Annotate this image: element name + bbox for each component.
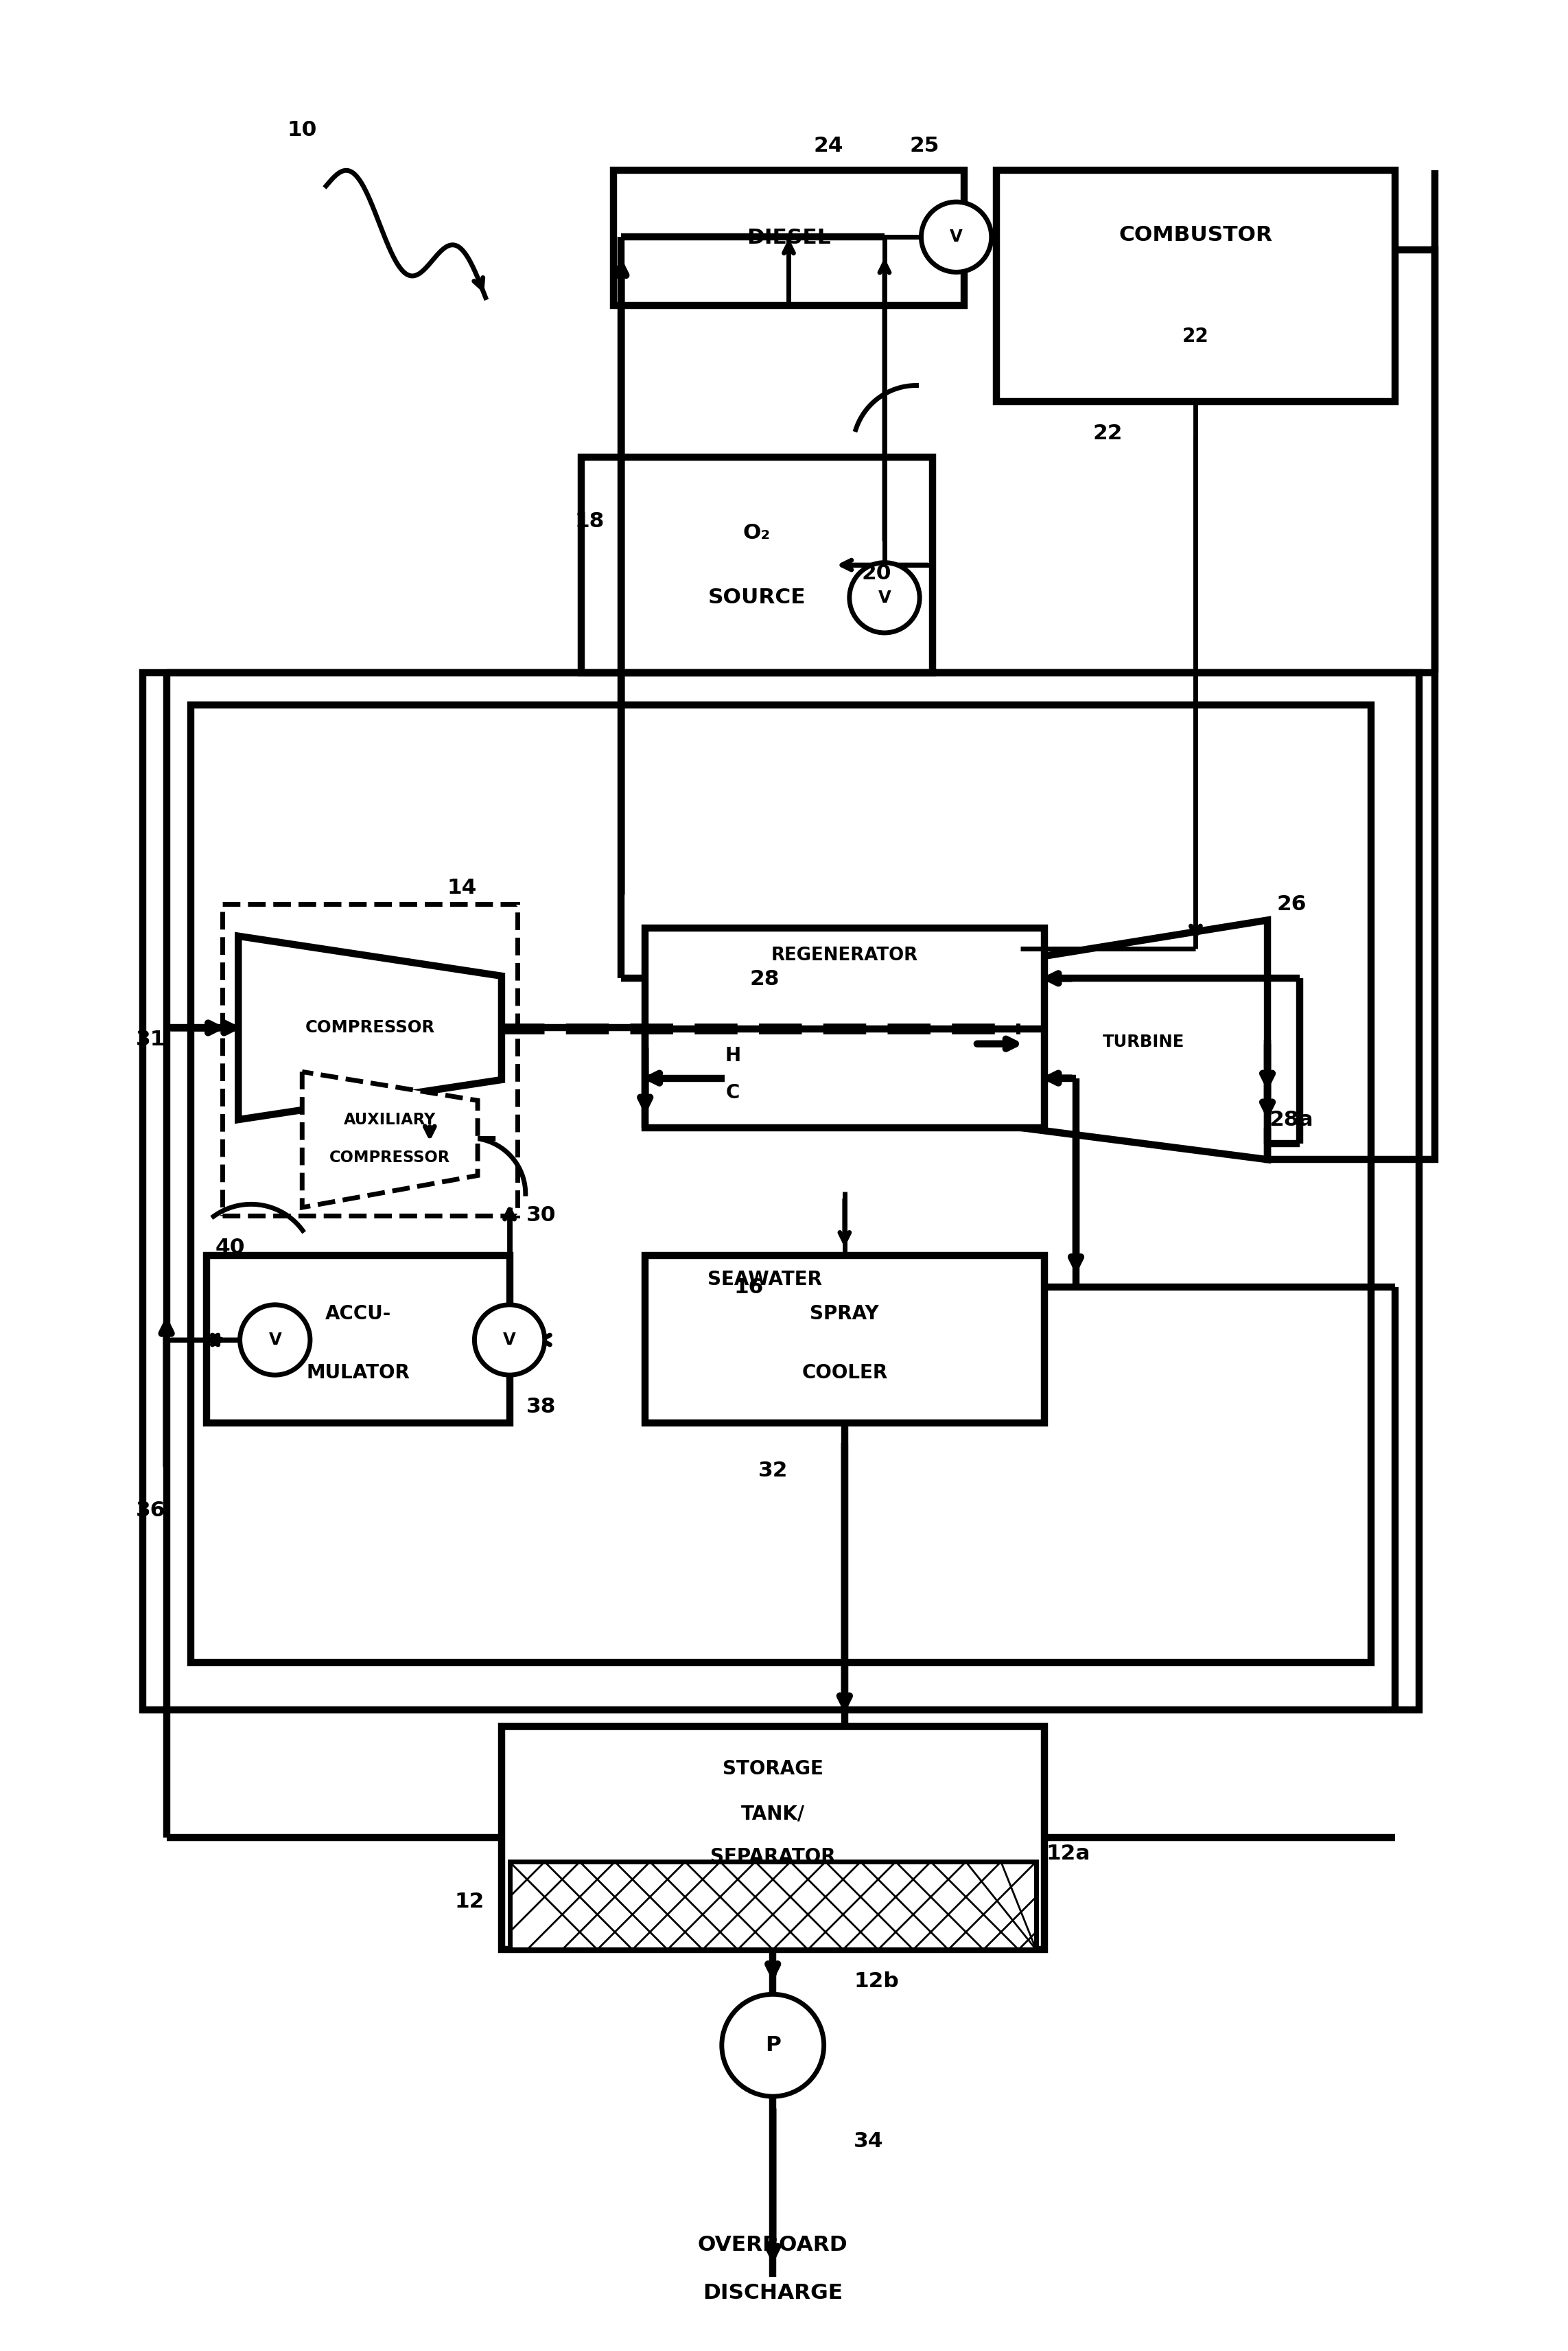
Text: V: V: [268, 1331, 281, 1347]
Text: 22: 22: [1093, 423, 1123, 444]
Text: 12: 12: [455, 1893, 485, 1911]
Bar: [502, 1726, 1044, 1949]
Text: 26: 26: [1276, 893, 1306, 915]
Text: V: V: [950, 228, 963, 245]
Text: 12a: 12a: [1046, 1843, 1090, 1864]
Bar: [510, 1862, 1036, 1949]
Text: 16: 16: [734, 1277, 764, 1298]
Text: COMPRESSOR: COMPRESSOR: [329, 1150, 450, 1166]
Text: DISCHARGE: DISCHARGE: [702, 2283, 844, 2302]
Text: STORAGE: STORAGE: [723, 1759, 823, 1780]
Text: 14: 14: [447, 879, 477, 898]
Text: 32: 32: [757, 1460, 787, 1481]
Text: 34: 34: [853, 2130, 883, 2151]
Text: 28: 28: [750, 969, 779, 990]
Text: TANK/: TANK/: [742, 1803, 804, 1824]
Text: COOLER: COOLER: [801, 1364, 887, 1382]
Circle shape: [922, 202, 991, 273]
Text: 22: 22: [1182, 327, 1209, 346]
Text: SEAWATER: SEAWATER: [707, 1270, 822, 1288]
Text: SEPARATOR: SEPARATOR: [710, 1848, 836, 1867]
Text: DIESEL: DIESEL: [746, 228, 831, 247]
Circle shape: [475, 1305, 544, 1375]
Text: 40: 40: [215, 1237, 245, 1258]
Text: H: H: [724, 1046, 740, 1065]
Polygon shape: [303, 1072, 478, 1208]
Polygon shape: [1021, 919, 1267, 1159]
Text: TURBINE: TURBINE: [1102, 1034, 1185, 1051]
Text: 10: 10: [287, 120, 317, 141]
Bar: [582, 456, 933, 672]
Bar: [613, 169, 964, 306]
Circle shape: [240, 1305, 310, 1375]
Text: 12b: 12b: [855, 1972, 898, 1991]
Text: OVERBOARD: OVERBOARD: [698, 2236, 848, 2255]
Text: COMBUSTOR: COMBUSTOR: [1120, 226, 1273, 245]
Text: C: C: [726, 1084, 740, 1103]
Bar: [644, 929, 1044, 1128]
Text: SOURCE: SOURCE: [707, 588, 806, 607]
Text: 28a: 28a: [1269, 1110, 1314, 1128]
Text: O₂: O₂: [743, 522, 770, 543]
Text: V: V: [878, 590, 891, 607]
Bar: [644, 1255, 1044, 1422]
Circle shape: [850, 562, 919, 632]
Polygon shape: [238, 936, 502, 1119]
Text: REGENERATOR: REGENERATOR: [771, 947, 919, 964]
Text: 38: 38: [527, 1396, 557, 1418]
Bar: [223, 905, 517, 1215]
Text: 36: 36: [136, 1500, 166, 1521]
Circle shape: [721, 1994, 823, 2097]
Text: 31: 31: [136, 1030, 166, 1051]
Bar: [996, 169, 1396, 402]
Text: P: P: [765, 2036, 781, 2055]
Bar: [190, 705, 1370, 1662]
Text: 20: 20: [862, 564, 892, 583]
Text: 24: 24: [814, 136, 844, 155]
Text: ACCU-: ACCU-: [325, 1305, 390, 1324]
Bar: [207, 1255, 510, 1422]
Text: COMPRESSOR: COMPRESSOR: [306, 1020, 434, 1037]
Text: AUXILIARY: AUXILIARY: [343, 1112, 436, 1128]
Text: V: V: [503, 1331, 516, 1347]
Text: MULATOR: MULATOR: [306, 1364, 409, 1382]
Text: 18: 18: [574, 510, 604, 531]
Text: 30: 30: [527, 1206, 557, 1225]
Text: 25: 25: [909, 136, 939, 155]
Text: SPRAY: SPRAY: [811, 1305, 880, 1324]
Bar: [143, 672, 1419, 1709]
